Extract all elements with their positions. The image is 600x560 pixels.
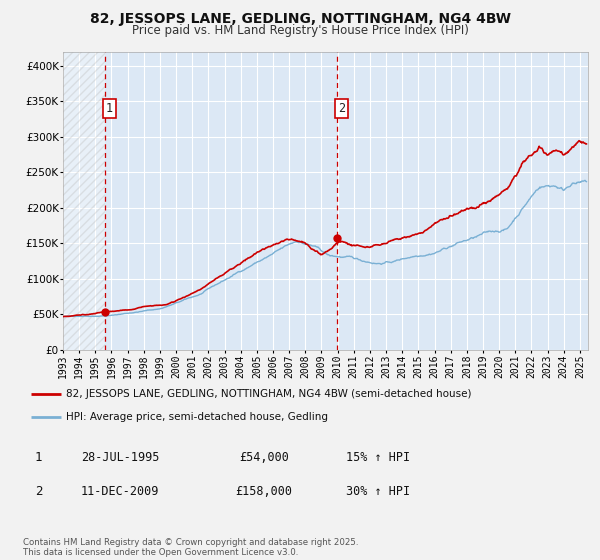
Text: Contains HM Land Registry data © Crown copyright and database right 2025.
This d: Contains HM Land Registry data © Crown c… [23, 538, 358, 557]
Text: 1: 1 [106, 102, 113, 115]
Text: 82, JESSOPS LANE, GEDLING, NOTTINGHAM, NG4 4BW: 82, JESSOPS LANE, GEDLING, NOTTINGHAM, N… [89, 12, 511, 26]
Text: HPI: Average price, semi-detached house, Gedling: HPI: Average price, semi-detached house,… [66, 412, 328, 422]
Text: £54,000: £54,000 [239, 451, 289, 464]
Text: 1: 1 [35, 451, 42, 464]
Text: Price paid vs. HM Land Registry's House Price Index (HPI): Price paid vs. HM Land Registry's House … [131, 24, 469, 36]
Text: 2: 2 [35, 484, 42, 498]
Text: 2: 2 [338, 102, 345, 115]
Text: 82, JESSOPS LANE, GEDLING, NOTTINGHAM, NG4 4BW (semi-detached house): 82, JESSOPS LANE, GEDLING, NOTTINGHAM, N… [66, 389, 472, 399]
Text: 28-JUL-1995: 28-JUL-1995 [81, 451, 159, 464]
Text: £158,000: £158,000 [235, 484, 293, 498]
Bar [63, 52, 104, 350]
Text: 11-DEC-2009: 11-DEC-2009 [81, 484, 159, 498]
Text: 30% ↑ HPI: 30% ↑ HPI [346, 484, 410, 498]
Text: 15% ↑ HPI: 15% ↑ HPI [346, 451, 410, 464]
